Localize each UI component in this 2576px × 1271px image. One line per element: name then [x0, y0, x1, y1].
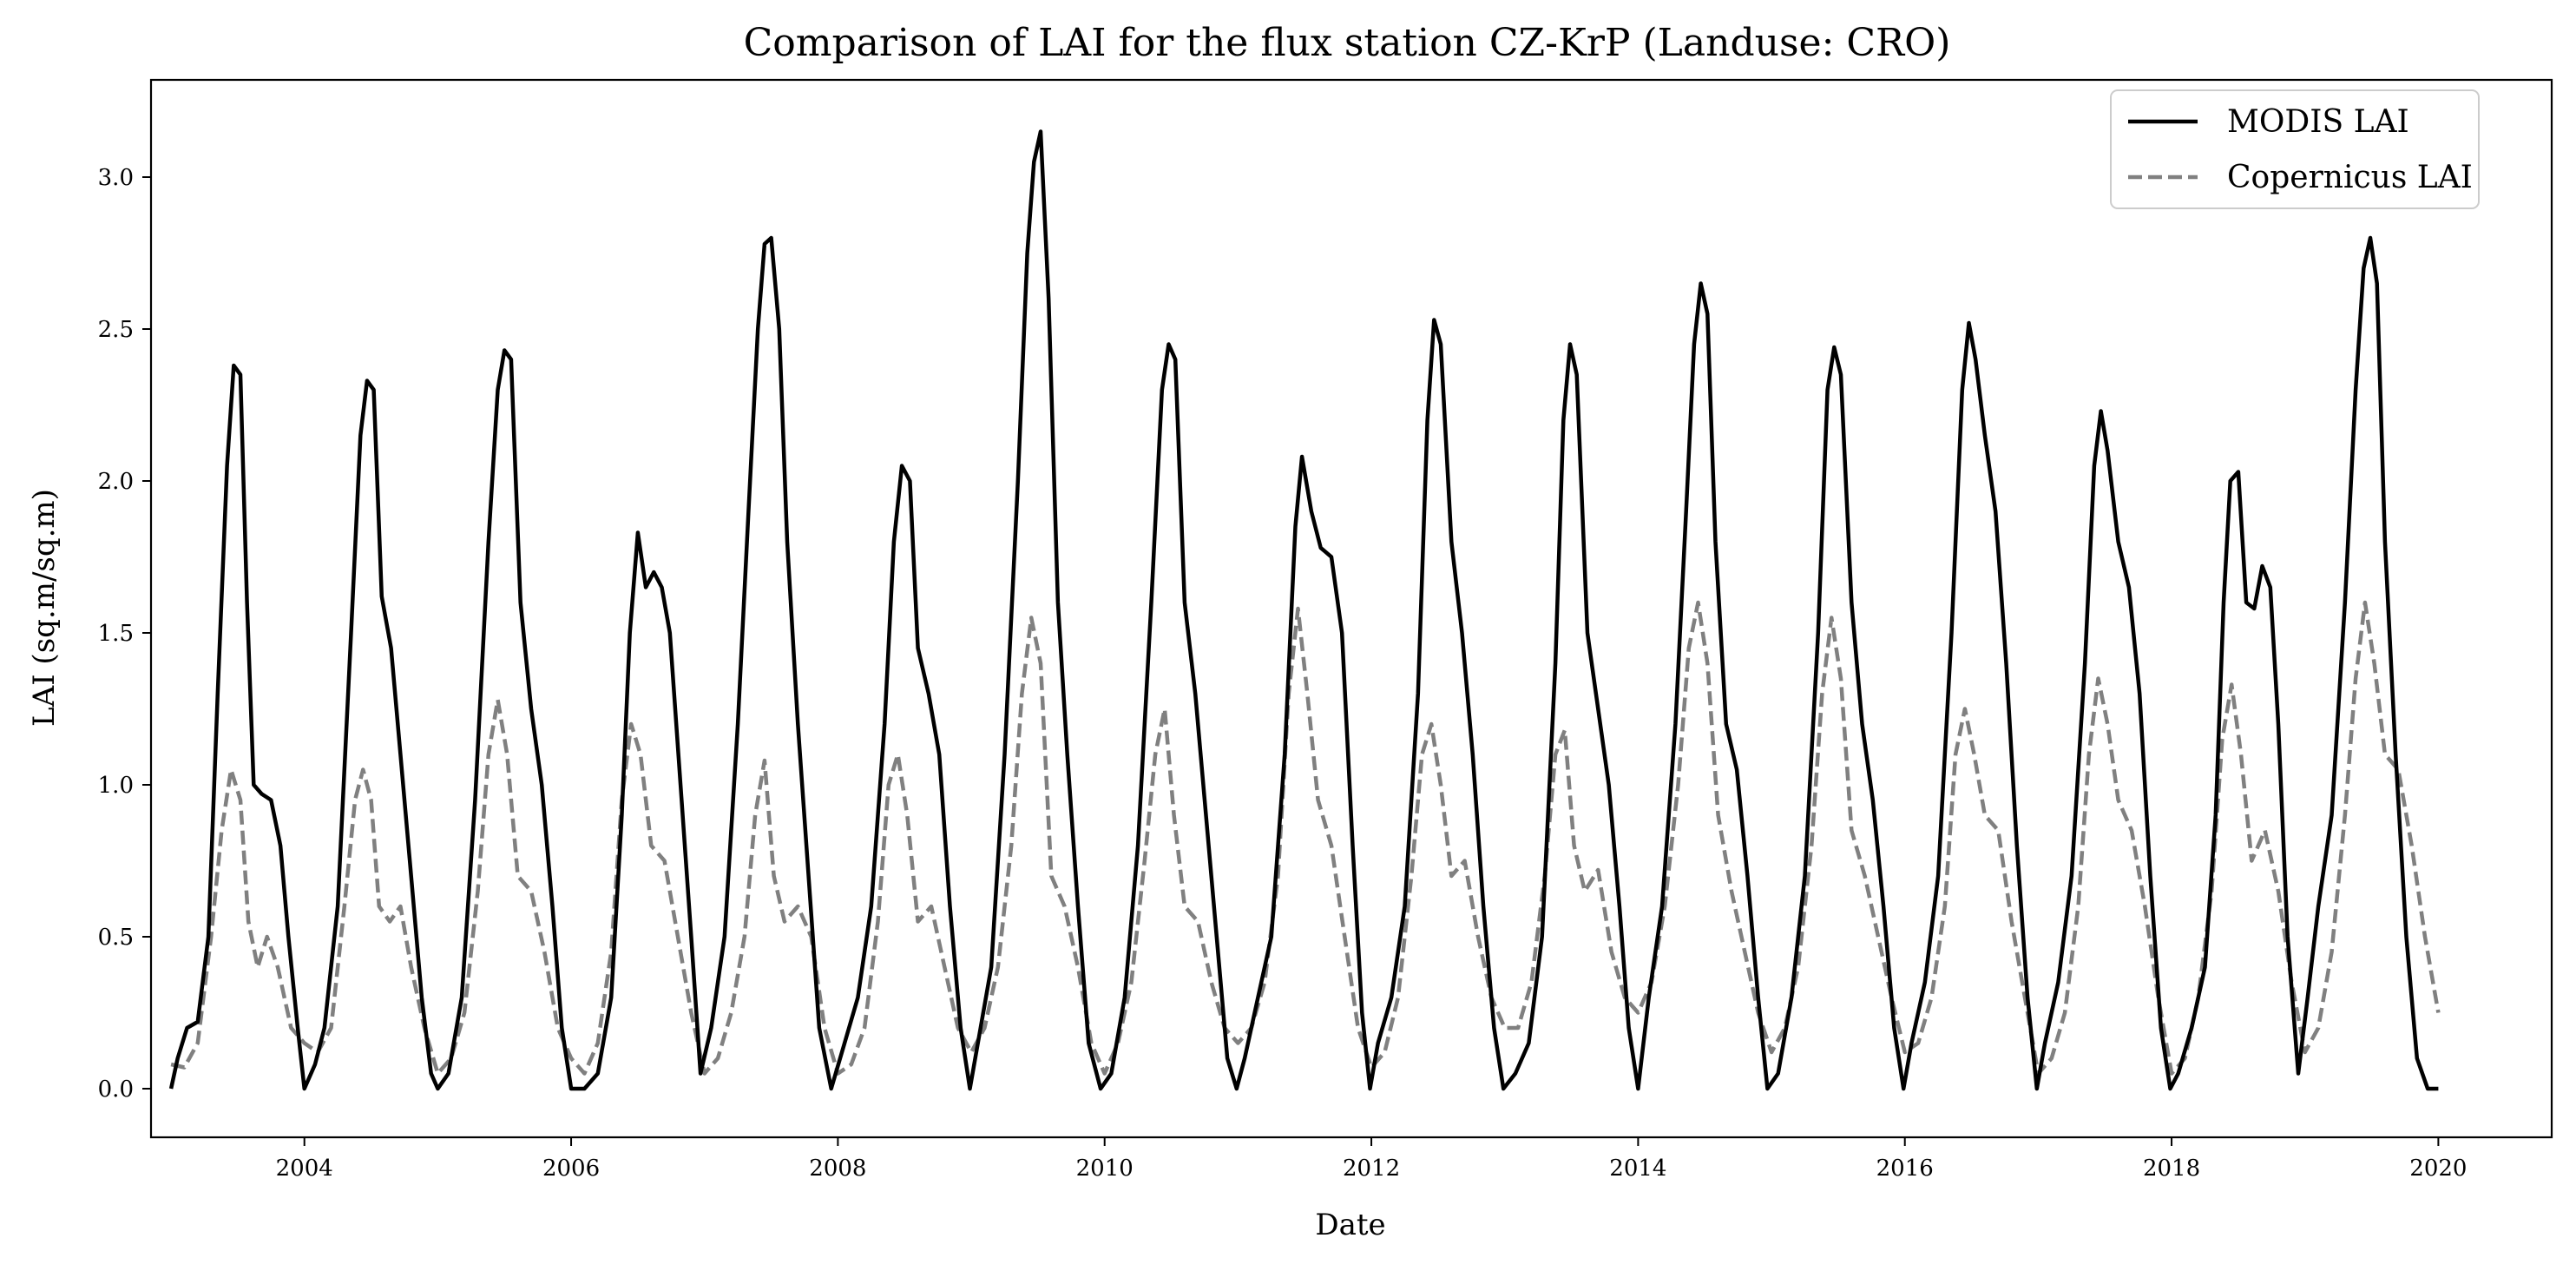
y-tick-label: 2.5: [98, 317, 134, 343]
legend-box: [2110, 89, 2480, 209]
x-tick-label: 2004: [276, 1156, 333, 1182]
x-tick-label: 2020: [2409, 1156, 2467, 1182]
plot-frame: [149, 78, 2553, 1139]
chart-title: Comparison of LAI for the flux station C…: [744, 21, 1951, 65]
x-tick-label: 2008: [809, 1156, 866, 1182]
y-tick-label: 1.5: [98, 621, 134, 647]
legend-label-copernicus: Copernicus LAI: [2227, 160, 2473, 195]
legend-label-modis: MODIS LAI: [2227, 104, 2409, 140]
series-line-copernicus: [170, 600, 2441, 1076]
series-group: [168, 129, 2441, 1091]
y-tick-label: 0.5: [98, 925, 134, 951]
y-tick-label: 1.0: [98, 773, 134, 799]
y-tick-label: 0.0: [98, 1077, 134, 1103]
x-tick-label: 2006: [542, 1156, 600, 1182]
y-axis-label: LAI (sq.m/sq.m): [27, 489, 62, 727]
x-tick-label: 2016: [1876, 1156, 1934, 1182]
x-tick-label: 2018: [2143, 1156, 2200, 1182]
plot-area: [149, 78, 2553, 1139]
y-tick-label: 3.0: [98, 165, 134, 191]
x-tick-label: 2012: [1343, 1156, 1400, 1182]
x-axis-label: Date: [1315, 1208, 1385, 1242]
series-line-modis: [168, 129, 2439, 1091]
x-tick-label: 2010: [1076, 1156, 1134, 1182]
legend: MODIS LAI Copernicus LAI: [2110, 89, 2480, 209]
x-tick-label: 2014: [1609, 1156, 1666, 1182]
x-axis-ticks: 2004 2006 2008 2010 2012 2014 2016 2018 2020: [276, 1137, 2467, 1182]
y-axis-ticks: 0.0 0.5 1.0 1.5 2.0 2.5 3.0: [98, 165, 151, 1103]
y-tick-label: 2.0: [98, 469, 134, 495]
